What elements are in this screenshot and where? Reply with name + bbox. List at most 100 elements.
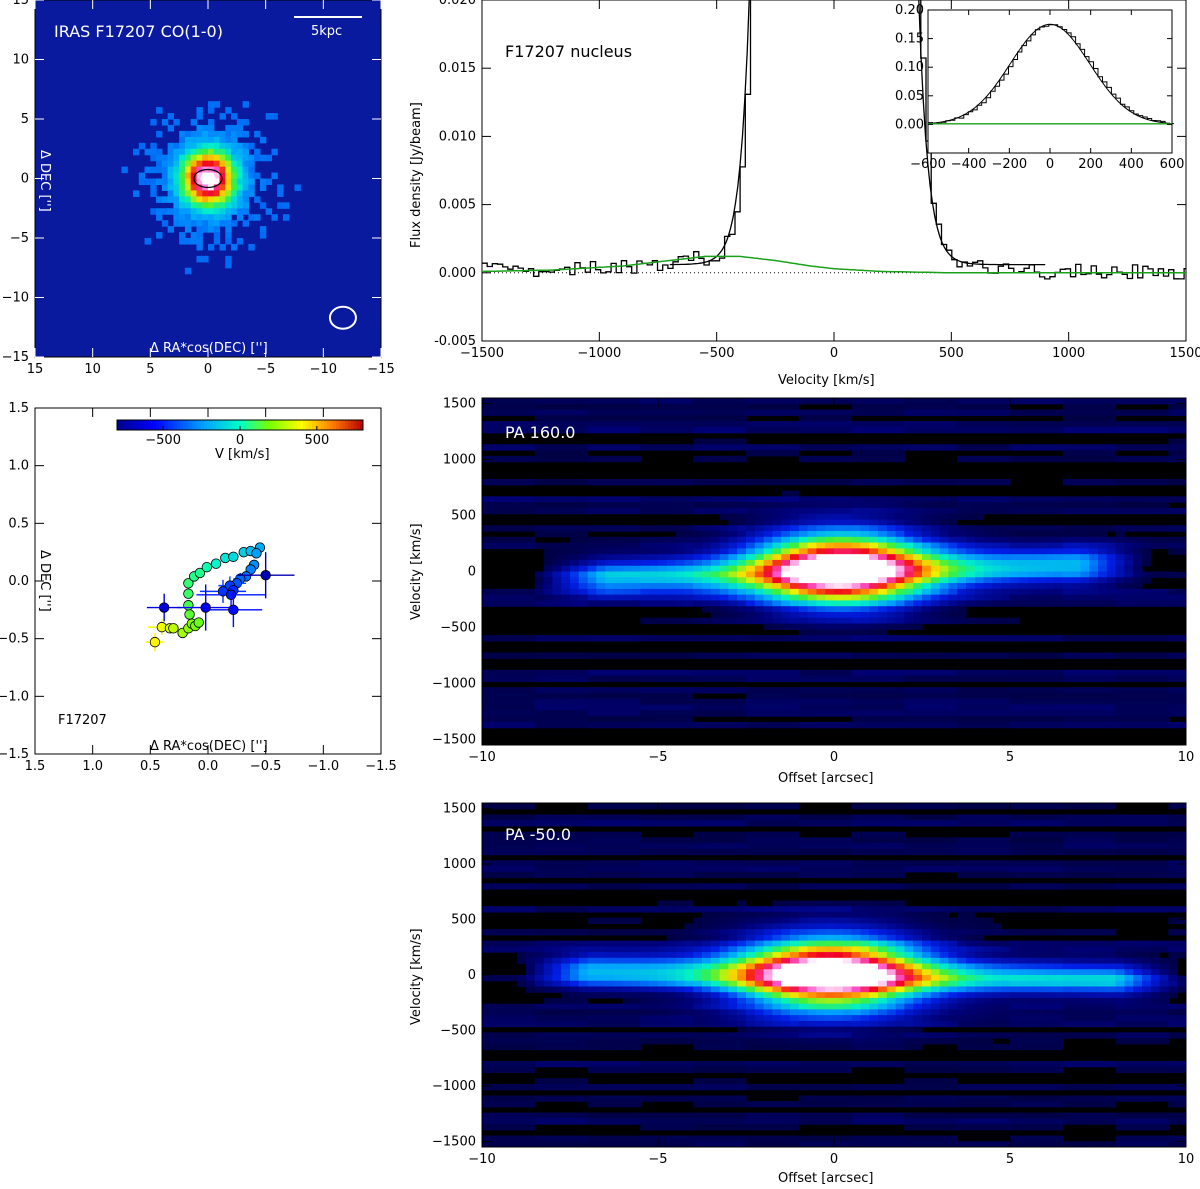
x-tick-label: −1.5 <box>365 759 397 774</box>
pv-pixel <box>1045 583 1055 590</box>
pv-pixel <box>807 629 817 636</box>
pv-pixel <box>754 444 765 451</box>
pv-pixel <box>614 704 624 711</box>
pv-pixel <box>605 992 615 999</box>
pv-pixel <box>543 843 553 850</box>
pv-pixel <box>763 940 773 947</box>
pv-pixel <box>763 866 773 873</box>
pv-pixel <box>957 721 967 729</box>
pv-pixel <box>552 478 562 486</box>
pv-pixel <box>886 519 897 526</box>
pv-pixel <box>728 548 738 555</box>
pv-pixel <box>746 588 756 596</box>
pv-pixel <box>666 652 677 659</box>
pv-pixel <box>710 986 721 993</box>
pv-pixel <box>869 455 879 463</box>
pv-pixel <box>966 687 976 694</box>
pv-pixel <box>754 866 765 873</box>
map-pixel <box>196 220 203 227</box>
pv-pixel <box>746 507 756 515</box>
pv-pixel <box>526 1101 536 1108</box>
pv-pixel <box>825 623 835 630</box>
pv-pixel <box>816 531 826 538</box>
pv-pixel <box>710 478 721 486</box>
pv-pixel <box>798 652 809 659</box>
pv-pixel <box>1115 525 1125 532</box>
pv-pixel <box>614 571 624 578</box>
pv-pixel <box>666 716 677 723</box>
pv-pixel <box>790 652 800 659</box>
pv-pixel <box>1106 450 1117 457</box>
pv-pixel <box>649 669 659 677</box>
colorbar-segment <box>327 420 331 430</box>
map-pixel <box>190 238 198 245</box>
pv-pixel <box>543 969 553 976</box>
pv-pixel <box>482 831 492 838</box>
pv-pixel <box>552 571 562 578</box>
pv-pixel <box>763 577 773 584</box>
pv-pixel <box>649 675 659 682</box>
pv-pixel <box>605 577 615 584</box>
pv-pixel <box>728 1124 738 1131</box>
map-pixel <box>208 148 215 156</box>
pv-pixel <box>737 698 747 706</box>
pv-pixel <box>605 1032 615 1039</box>
pv-pixel <box>587 525 597 532</box>
pv-pixel <box>622 675 633 682</box>
pv-pixel <box>499 906 509 913</box>
pv-pixel <box>772 635 782 642</box>
pv-pixel <box>790 531 800 538</box>
pv-pixel <box>666 409 677 416</box>
pv-pixel <box>631 692 641 700</box>
pv-pixel <box>1159 542 1169 549</box>
pv-pixel <box>605 837 615 844</box>
pv-pixel <box>922 606 932 613</box>
pv-pixel <box>640 692 650 700</box>
pv-pixel <box>790 490 800 497</box>
pv-pixel <box>605 1009 615 1016</box>
pv-pixel <box>1080 398 1090 405</box>
pv-pixel <box>746 940 756 947</box>
pv-pixel <box>851 478 861 486</box>
co-map-image <box>35 0 381 357</box>
pv-pixel <box>614 837 624 844</box>
pv-pixel <box>526 426 536 434</box>
pv-pixel <box>772 571 782 578</box>
pv-pixel <box>851 455 861 463</box>
pv-pixel <box>526 1043 536 1051</box>
map-pixel <box>202 142 209 150</box>
pv-pixel <box>534 940 545 947</box>
pv-pixel <box>781 577 791 584</box>
pv-pixel <box>702 398 712 405</box>
pv-pixel <box>596 635 606 642</box>
pv-pixel <box>570 496 580 503</box>
pv-pixel <box>807 606 817 613</box>
pv-pixel <box>728 803 738 810</box>
inset-y-tick-label: 0.10 <box>895 60 924 75</box>
pv-pixel <box>596 986 606 993</box>
map-pixel <box>231 113 238 120</box>
pv-pixel <box>552 1032 562 1039</box>
pv-pixel <box>719 531 729 538</box>
pv-pixel <box>1124 669 1134 677</box>
pv-pixel <box>983 588 993 596</box>
colorbar-segment <box>168 420 172 430</box>
pv-pixel <box>631 860 641 867</box>
pv-pixel <box>587 426 597 434</box>
pv-pixel <box>658 1141 668 1147</box>
pv-pixel <box>552 588 562 596</box>
pv-pixel <box>710 635 721 642</box>
pv-pixel <box>649 975 659 982</box>
pv-pixel <box>939 565 949 573</box>
pv-pixel <box>1080 698 1090 706</box>
pv-pixel <box>834 519 844 526</box>
pv-pixel <box>570 421 580 428</box>
pv-pixel <box>922 617 932 625</box>
map-pixel <box>236 154 244 162</box>
pv-pixel <box>552 883 562 890</box>
pv-pixel <box>728 536 738 544</box>
pv-pixel <box>570 1112 580 1119</box>
pv-pixel <box>825 398 835 405</box>
pv-pixel <box>622 1003 633 1010</box>
pv-pixel <box>939 559 949 567</box>
